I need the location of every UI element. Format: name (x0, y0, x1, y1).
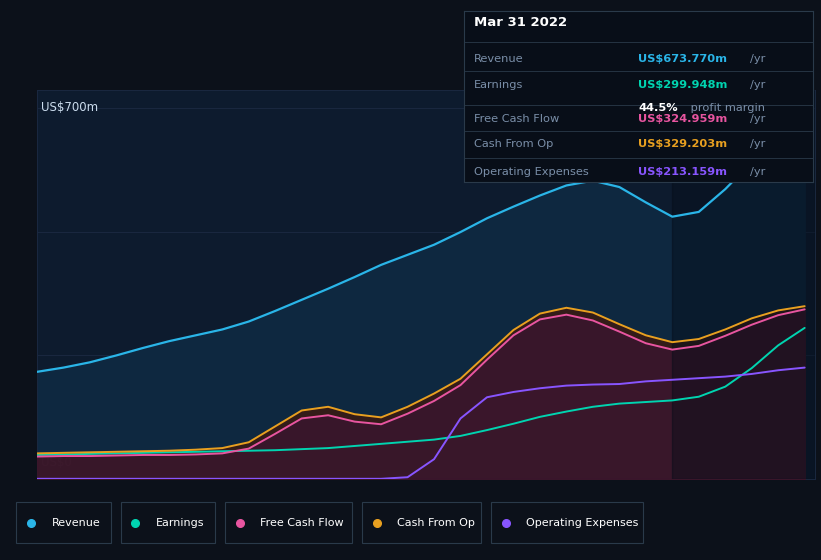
Text: Operating Expenses: Operating Expenses (526, 517, 639, 528)
Text: Mar 31 2022: Mar 31 2022 (475, 16, 567, 29)
Text: US$213.159m: US$213.159m (639, 167, 727, 176)
Text: 44.5%: 44.5% (639, 104, 678, 114)
Text: /yr: /yr (750, 167, 765, 176)
Text: US$673.770m: US$673.770m (639, 54, 727, 64)
Text: Revenue: Revenue (52, 517, 100, 528)
Text: Operating Expenses: Operating Expenses (475, 167, 589, 176)
Text: /yr: /yr (750, 139, 765, 150)
Text: US$299.948m: US$299.948m (639, 80, 727, 90)
Text: Earnings: Earnings (156, 517, 204, 528)
Text: US$700m: US$700m (41, 101, 98, 114)
Text: Free Cash Flow: Free Cash Flow (260, 517, 344, 528)
Text: /yr: /yr (750, 54, 765, 64)
Text: Free Cash Flow: Free Cash Flow (475, 114, 560, 124)
Text: Cash From Op: Cash From Op (397, 517, 475, 528)
Text: /yr: /yr (750, 80, 765, 90)
Bar (672, 90, 815, 479)
Text: US$324.959m: US$324.959m (639, 114, 727, 124)
Text: Revenue: Revenue (475, 54, 524, 64)
Text: Earnings: Earnings (475, 80, 524, 90)
Text: US$329.203m: US$329.203m (639, 139, 727, 150)
Text: /yr: /yr (750, 114, 765, 124)
Text: Cash From Op: Cash From Op (475, 139, 553, 150)
Text: US$0: US$0 (41, 456, 71, 469)
Text: profit margin: profit margin (687, 104, 765, 114)
